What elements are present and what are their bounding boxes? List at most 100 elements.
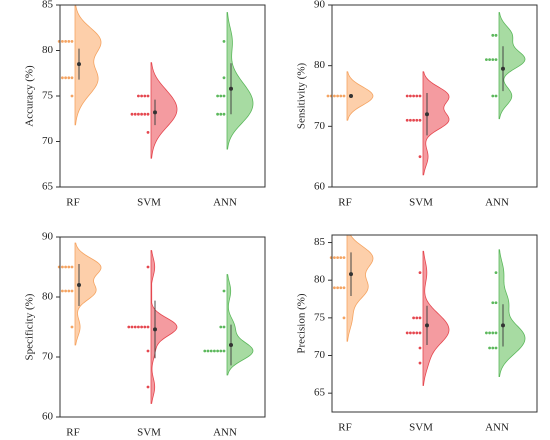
data-dot bbox=[333, 286, 336, 290]
data-dot bbox=[412, 316, 415, 320]
data-dot bbox=[491, 33, 495, 37]
data-dot bbox=[64, 40, 67, 43]
data-dot bbox=[219, 349, 223, 353]
data-dot bbox=[61, 40, 64, 43]
violin bbox=[74, 4, 102, 126]
plot-frame bbox=[59, 236, 266, 418]
x-tick-label: SVM bbox=[137, 197, 161, 209]
data-dot bbox=[409, 118, 412, 122]
data-dot bbox=[488, 58, 491, 61]
data-dot bbox=[405, 331, 409, 335]
y-tick-label: 90 bbox=[314, 0, 326, 11]
violin bbox=[226, 12, 254, 150]
data-dot bbox=[412, 331, 415, 335]
data-dot bbox=[146, 385, 150, 389]
y-tick-label: 85 bbox=[42, 0, 54, 11]
panel: RF SVM ANN 60 70 80 90 Sensitivity (%) bbox=[296, 0, 538, 209]
data-dot bbox=[418, 316, 422, 320]
data-dot bbox=[339, 94, 343, 98]
data-dot bbox=[216, 94, 220, 98]
y-tick-label: 60 bbox=[314, 181, 326, 193]
data-dot bbox=[222, 325, 226, 329]
violin bbox=[226, 274, 254, 376]
data-dot bbox=[64, 76, 67, 80]
data-dot bbox=[333, 256, 336, 259]
data-dot bbox=[143, 94, 147, 98]
data-dot bbox=[336, 286, 339, 290]
data-dot bbox=[70, 289, 74, 293]
y-tick-label: 70 bbox=[314, 349, 326, 361]
x-tick-label: ANN bbox=[485, 197, 509, 209]
data-dot bbox=[415, 118, 419, 122]
violin bbox=[422, 250, 450, 386]
data-dot bbox=[491, 346, 495, 350]
data-dot bbox=[143, 325, 147, 329]
data-dot bbox=[494, 346, 498, 350]
data-dot bbox=[415, 316, 419, 320]
data-dot bbox=[339, 286, 343, 290]
x-tick-label: SVM bbox=[409, 422, 433, 434]
mean-dot bbox=[153, 110, 157, 115]
data-dot bbox=[61, 265, 64, 269]
data-dot bbox=[61, 76, 64, 80]
y-tick-label: 75 bbox=[42, 90, 54, 102]
data-dot bbox=[140, 94, 144, 98]
violin bbox=[498, 12, 526, 120]
data-dot bbox=[336, 94, 339, 98]
data-dot bbox=[146, 131, 150, 134]
data-dot bbox=[70, 325, 74, 329]
violin bbox=[346, 234, 374, 342]
data-dot bbox=[336, 256, 339, 259]
x-tick-label: ANN bbox=[213, 197, 237, 209]
mean-dot bbox=[229, 86, 233, 91]
data-dot bbox=[67, 76, 71, 80]
violin bbox=[150, 62, 178, 159]
x-tick-label: ANN bbox=[485, 422, 509, 434]
mean-dot bbox=[425, 323, 429, 328]
data-dot bbox=[488, 331, 491, 335]
data-dot bbox=[491, 331, 495, 335]
data-dot bbox=[219, 112, 223, 116]
mean-dot bbox=[349, 272, 353, 277]
data-dot bbox=[342, 94, 346, 98]
data-dot bbox=[222, 76, 226, 80]
data-dot bbox=[64, 265, 67, 269]
data-dot bbox=[146, 265, 150, 269]
data-dot bbox=[342, 286, 346, 290]
data-dot bbox=[140, 325, 144, 329]
y-tick-label: 60 bbox=[42, 411, 54, 423]
y-axis-label: Precision (%) bbox=[296, 293, 308, 354]
x-tick-label: SVM bbox=[409, 197, 433, 209]
y-axis-label: Sensitivity (%) bbox=[296, 63, 308, 130]
x-tick-label: RF bbox=[338, 197, 351, 209]
data-dot bbox=[342, 256, 346, 259]
data-dot bbox=[127, 325, 131, 329]
data-dot bbox=[216, 112, 220, 116]
data-dot bbox=[412, 94, 415, 98]
data-dot bbox=[137, 325, 140, 329]
data-dot bbox=[70, 40, 74, 43]
data-dot bbox=[418, 271, 422, 275]
data-dot bbox=[415, 94, 419, 98]
y-tick-label: 90 bbox=[42, 231, 54, 243]
data-dot bbox=[222, 289, 226, 293]
y-tick-label: 70 bbox=[314, 120, 326, 132]
data-dot bbox=[405, 94, 409, 98]
data-dot bbox=[326, 94, 330, 98]
y-tick-label: 75 bbox=[314, 311, 326, 323]
data-dot bbox=[133, 112, 137, 116]
data-dot bbox=[412, 118, 415, 122]
data-dot bbox=[491, 58, 495, 61]
violin bbox=[74, 242, 102, 346]
x-tick-label: RF bbox=[66, 427, 79, 439]
mean-dot bbox=[229, 343, 233, 347]
data-dot bbox=[206, 349, 210, 353]
y-tick-label: 70 bbox=[42, 351, 54, 363]
data-dot bbox=[67, 289, 71, 293]
data-dot bbox=[491, 301, 495, 305]
mean-dot bbox=[501, 66, 505, 71]
data-dot bbox=[222, 94, 226, 98]
data-dot bbox=[494, 33, 498, 37]
data-dot bbox=[409, 94, 412, 98]
data-dot bbox=[67, 265, 71, 269]
